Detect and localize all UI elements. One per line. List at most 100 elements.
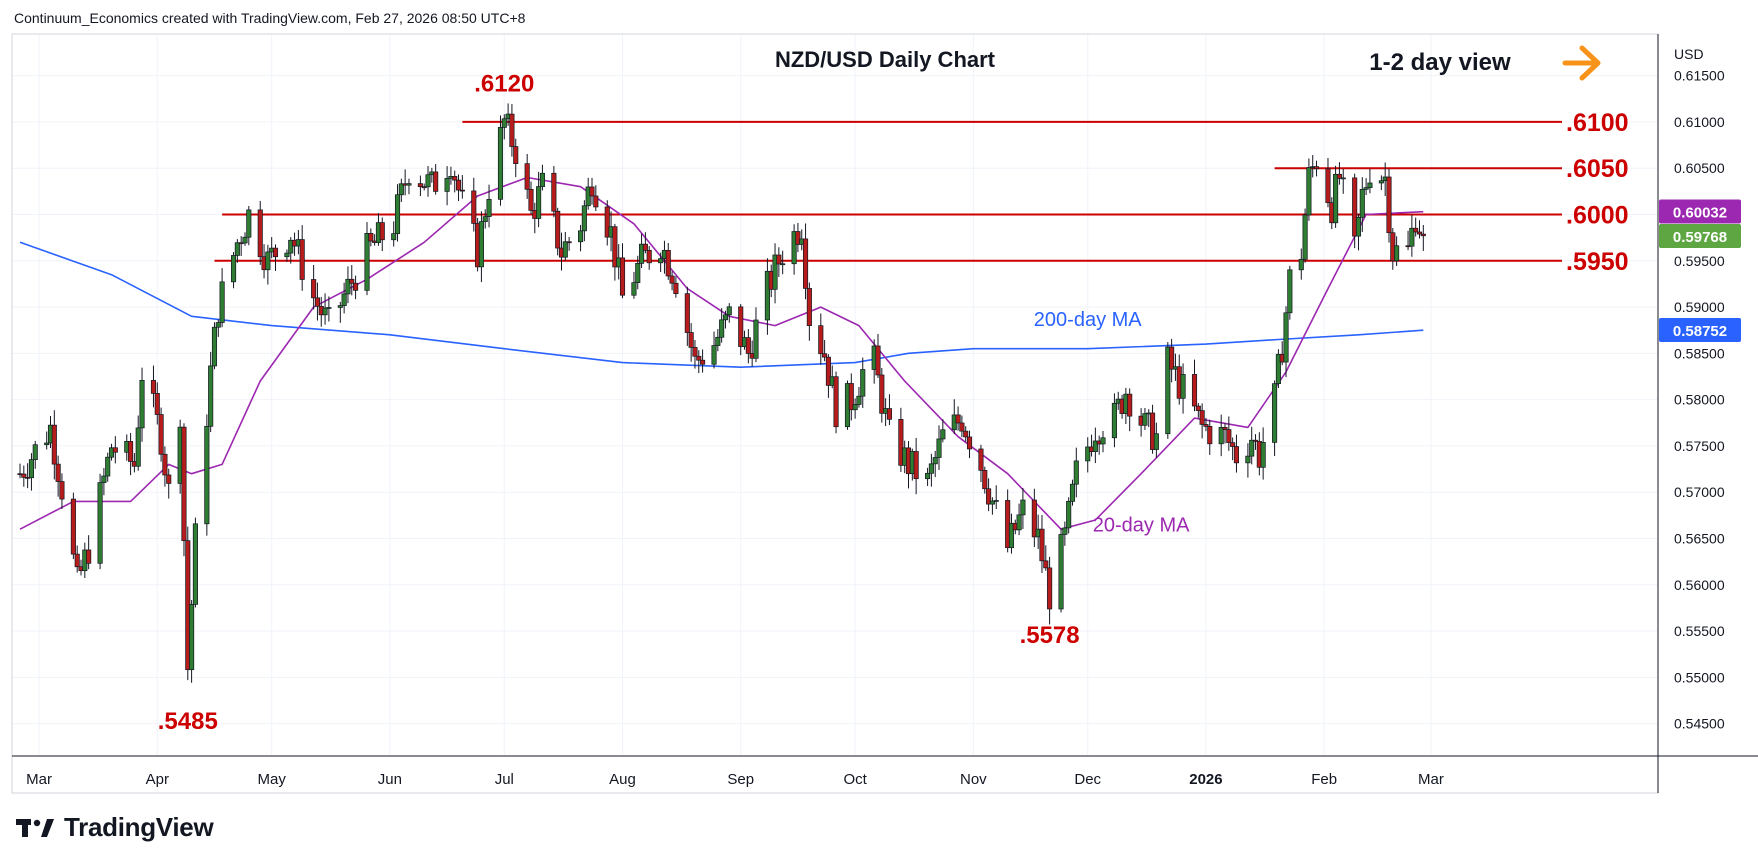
- candle-down: [566, 241, 572, 244]
- price-badge-label: 0.59768: [1673, 229, 1727, 246]
- candle-up: [940, 429, 946, 440]
- level-label: .6050: [1566, 155, 1629, 183]
- candle-up: [1111, 402, 1117, 439]
- y-tick-label: 0.54500: [1674, 716, 1725, 732]
- candle-up: [1355, 216, 1362, 237]
- candle-down: [353, 282, 359, 291]
- candle-down: [51, 424, 57, 465]
- candle-down: [776, 254, 782, 265]
- candle-down: [898, 418, 904, 466]
- candle-down: [368, 233, 374, 242]
- candle-up: [753, 319, 759, 359]
- candle-down: [700, 359, 706, 365]
- candle-up: [1340, 177, 1346, 180]
- candle-down: [1352, 177, 1358, 237]
- candle-up: [32, 444, 38, 460]
- candle-up: [928, 463, 934, 474]
- candle-up: [711, 345, 717, 365]
- x-tick-label: Jul: [495, 771, 514, 788]
- candle-up: [1283, 312, 1289, 363]
- arrow-right-icon: [1562, 45, 1601, 81]
- candle-up: [234, 242, 240, 256]
- y-tick-label: 0.58000: [1674, 392, 1725, 408]
- candle-up: [639, 243, 645, 264]
- candle-up: [1085, 446, 1091, 462]
- candle-up: [936, 438, 942, 458]
- candle-down: [1413, 227, 1419, 233]
- candle-up: [1092, 440, 1098, 452]
- chart: .6100 .6050 .6000 .5950 .6120 .5485 .5578 200-…: [11, 33, 1758, 794]
- candle-down: [669, 275, 675, 284]
- candle-down: [818, 325, 824, 355]
- candle-up: [341, 293, 347, 306]
- candle-down: [619, 257, 626, 296]
- price-badge-label: 0.60032: [1673, 205, 1727, 222]
- candle-down: [673, 282, 679, 294]
- candle-up: [135, 427, 141, 467]
- candle-up: [1020, 499, 1026, 516]
- price-badges: 0.60032 0.59768 0.58752: [1659, 199, 1741, 343]
- candle-down: [162, 453, 168, 476]
- candle-up: [581, 205, 587, 232]
- extreme-label: .5578: [1020, 622, 1080, 649]
- candle-up: [1272, 383, 1278, 443]
- candle-up: [230, 255, 237, 283]
- candle-up: [791, 231, 797, 265]
- candle-down: [311, 279, 317, 299]
- price-badge-label: 0.58752: [1673, 323, 1727, 340]
- x-tick-label: Mar: [1418, 771, 1444, 788]
- candle-up: [1153, 433, 1159, 450]
- y-axis: 0.615000.610000.605000.600000.595000.590…: [1674, 68, 1725, 732]
- candle-down: [1031, 499, 1037, 538]
- x-tick-label: Oct: [843, 771, 867, 788]
- candle-up: [1306, 167, 1312, 216]
- candle-up: [345, 278, 351, 295]
- candle-up: [101, 475, 107, 483]
- y-tick-label: 0.56500: [1674, 530, 1725, 546]
- candle-down: [738, 306, 744, 347]
- candle-up: [246, 209, 252, 238]
- candle-up: [219, 281, 225, 323]
- candle-down: [955, 414, 961, 424]
- candle-down: [642, 243, 648, 251]
- candle-up: [578, 230, 584, 243]
- candle-down: [417, 183, 423, 188]
- candle-down: [314, 297, 320, 307]
- x-axis: Mar Apr May Jun Jul Aug Sep Oct Nov Dec 2026 Feb Mar: [26, 771, 1444, 788]
- candle-down: [154, 393, 160, 415]
- candle-down: [966, 436, 973, 450]
- candle-down: [593, 195, 599, 208]
- candle-up: [1016, 514, 1022, 531]
- candle-up: [1298, 258, 1304, 271]
- candle-down: [1207, 426, 1213, 445]
- candle-up: [288, 239, 294, 254]
- candle-up: [860, 369, 866, 397]
- candle-up: [208, 365, 214, 427]
- ma200-label: 200-day MA: [1034, 309, 1142, 331]
- candle-up: [482, 216, 488, 222]
- candle-up: [391, 233, 397, 241]
- candle-up: [1058, 534, 1064, 610]
- candle-up: [856, 395, 862, 405]
- extreme-label: .6120: [474, 70, 534, 97]
- candle-up: [1378, 180, 1384, 184]
- x-tick-label: Mar: [26, 771, 52, 788]
- candle-down: [1226, 429, 1232, 443]
- candles: [17, 103, 1426, 683]
- candle-down: [128, 441, 134, 462]
- candle-up: [1333, 173, 1339, 224]
- x-tick-label: 2026: [1189, 771, 1222, 788]
- x-tick-label: Feb: [1311, 771, 1337, 788]
- candle-down: [886, 408, 892, 420]
- candle-up: [192, 523, 198, 605]
- candle-down: [986, 488, 992, 505]
- y-tick-label: 0.57500: [1674, 438, 1725, 454]
- candle-down: [1127, 393, 1133, 417]
- candle-up: [989, 500, 995, 505]
- level-label: .6000: [1566, 202, 1629, 230]
- candle-down: [379, 222, 385, 241]
- candle-down: [513, 146, 519, 164]
- y-tick-label: 0.55500: [1674, 623, 1725, 639]
- tradingview-wordmark: TradingView: [64, 812, 214, 842]
- candle-down: [913, 451, 919, 480]
